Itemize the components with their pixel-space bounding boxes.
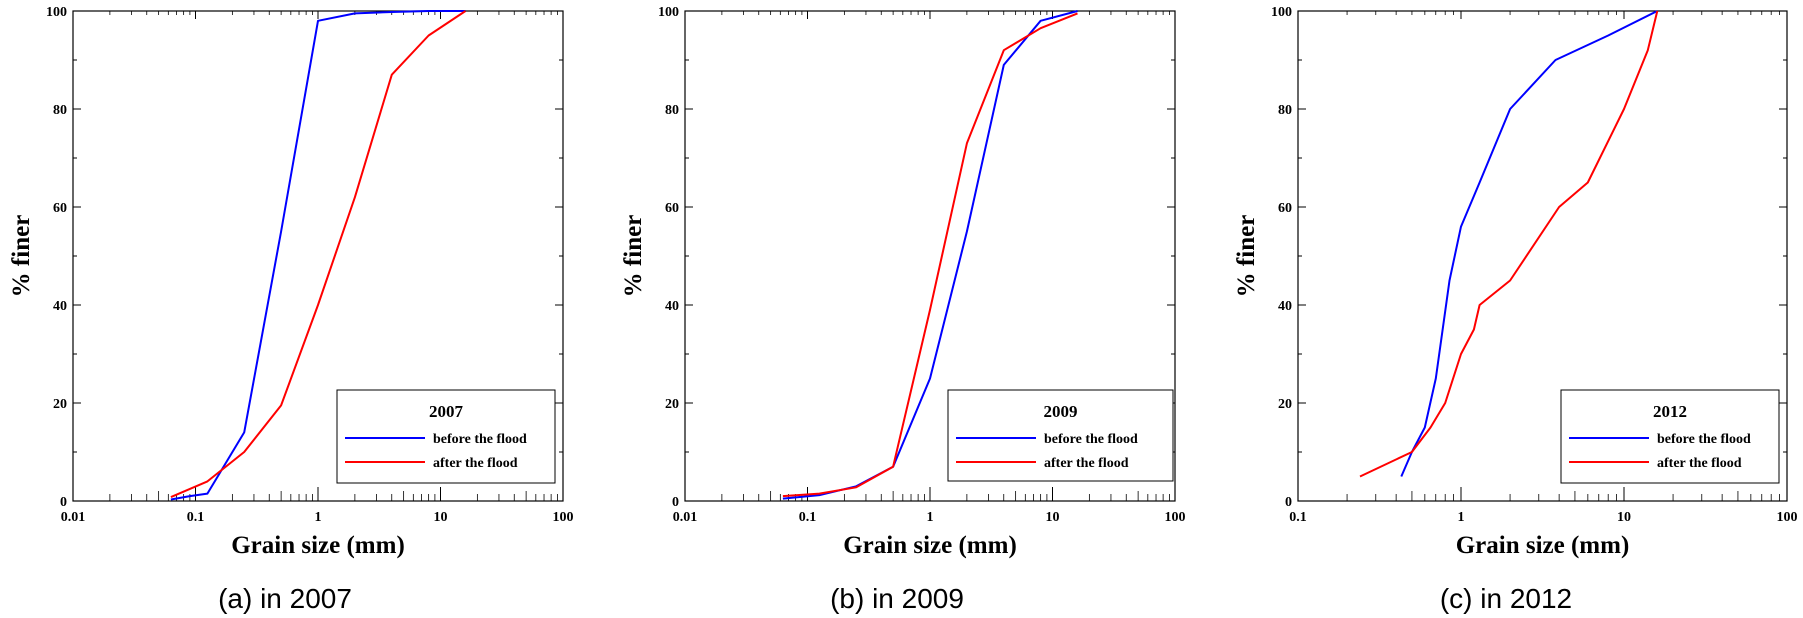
y-tick-label: 60 [53, 201, 67, 216]
y-tick-label: 0 [1285, 495, 1292, 510]
legend-label-after: after the flood [433, 456, 518, 471]
x-tick-label: 1 [927, 510, 934, 525]
legend: 2009 before the flood after the flood [947, 389, 1174, 482]
legend-label-before: before the flood [433, 432, 527, 447]
y-tick-label: 80 [665, 103, 679, 118]
x-tick-label: 0.1 [187, 510, 205, 525]
y-tick-label: 40 [53, 299, 67, 314]
legend-label-before: before the flood [1044, 432, 1138, 447]
x-tick-label: 0.01 [61, 510, 86, 525]
legend-label-after: after the flood [1044, 456, 1129, 471]
y-tick-label: 100 [1271, 5, 1292, 20]
panel-caption: (c) in 2012 [1440, 583, 1572, 614]
x-tick-label: 100 [1777, 510, 1798, 525]
y-tick-label: 20 [665, 397, 679, 412]
y-tick-label: 60 [1278, 201, 1292, 216]
x-tick-label: 10 [1046, 510, 1060, 525]
series-line-before [170, 10, 466, 501]
legend-label-after: after the flood [1657, 456, 1742, 471]
x-tick-label: 0.1 [799, 510, 817, 525]
chart-panel-2: 0 20 40 60 80 100 0.01 0.1 1 10 100 Grain size (mm)… [620, 5, 1186, 614]
y-tick-label: 0 [60, 495, 67, 510]
panel-caption: (b) in 2009 [830, 583, 964, 614]
x-tick-label: 0.01 [673, 510, 698, 525]
x-tick-label: 1 [315, 510, 322, 525]
y-tick-label: 40 [1278, 299, 1292, 314]
legend-box [336, 389, 556, 484]
legend-title: 2009 [1044, 402, 1078, 421]
series-line-after [1359, 10, 1659, 478]
legend-box [1560, 389, 1780, 484]
y-tick-label: 20 [53, 397, 67, 412]
y-axis-title: % finer [8, 215, 35, 298]
x-tick-label: 100 [1165, 510, 1186, 525]
y-axis-title: % finer [1233, 215, 1260, 298]
y-tick-label: 0 [672, 495, 679, 510]
y-tick-label: 40 [665, 299, 679, 314]
y-tick-label: 60 [665, 201, 679, 216]
legend-title: 2007 [429, 402, 464, 421]
legend-box [947, 389, 1174, 482]
panel-caption: (a) in 2007 [218, 583, 352, 614]
series-line-after [170, 10, 467, 499]
chart-panel-3: 0 20 40 60 80 100 0.1 1 10 100 Grain size (mm) % fi… [1233, 5, 1798, 614]
legend: 2007 before the flood after the flood [336, 389, 556, 484]
series-line-after [782, 12, 1078, 498]
y-axis-title: % finer [620, 215, 647, 298]
y-tick-label: 100 [46, 5, 67, 20]
x-axis-title: Grain size (mm) [843, 532, 1017, 559]
y-tick-label: 100 [658, 5, 679, 20]
series-line-before [1400, 10, 1658, 477]
legend-title: 2012 [1653, 402, 1687, 421]
x-tick-label: 10 [434, 510, 448, 525]
x-tick-label: 100 [553, 510, 574, 525]
x-tick-label: 1 [1458, 510, 1465, 525]
y-tick-label: 80 [53, 103, 67, 118]
x-axis-title: Grain size (mm) [231, 532, 405, 559]
y-tick-label: 20 [1278, 397, 1292, 412]
x-tick-label: 0.1 [1289, 510, 1307, 525]
legend: 2012 before the flood after the flood [1560, 389, 1780, 484]
x-tick-label: 10 [1617, 510, 1631, 525]
legend-label-before: before the flood [1657, 432, 1751, 447]
y-tick-label: 80 [1278, 103, 1292, 118]
chart-panel-1: 0 20 40 60 80 100 0.01 0.1 1 10 100 Grain size (mm)… [8, 5, 574, 614]
x-axis-title: Grain size (mm) [1456, 532, 1630, 559]
